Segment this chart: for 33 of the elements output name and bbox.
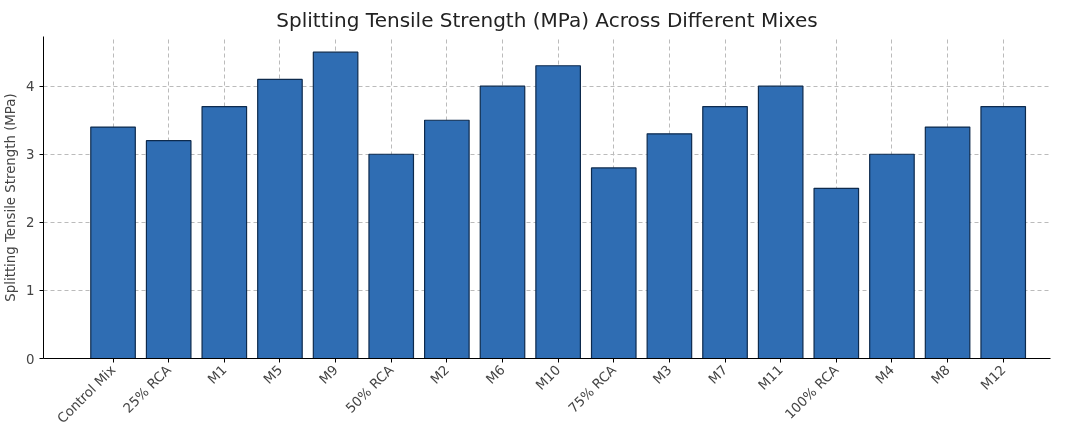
bar (980, 106, 1027, 359)
x-tick-label: M3 (649, 362, 675, 387)
bar (869, 153, 915, 359)
bar (813, 187, 860, 359)
x-tick-label: M4 (872, 362, 898, 387)
y-tick-label: 0 (26, 351, 35, 367)
bar (90, 126, 136, 359)
bar (702, 106, 748, 359)
x-tick-label: M5 (260, 362, 286, 387)
x-tick-label: M8 (928, 362, 953, 387)
bar (424, 119, 470, 359)
bar (924, 126, 971, 359)
y-tick-label: 3 (26, 147, 35, 163)
bar (757, 85, 804, 359)
x-tick-label: M2 (427, 362, 453, 387)
x-tick-label: M1 (204, 362, 230, 387)
x-tick-label: M9 (316, 362, 341, 387)
bar (312, 51, 359, 359)
bar (257, 78, 303, 359)
y-tick-label: 1 (26, 283, 35, 299)
bar (535, 65, 581, 359)
x-tick-label: M7 (705, 362, 731, 387)
bar (590, 167, 637, 359)
y-axis-title: Splitting Tensile Strength (MPa) (3, 93, 19, 302)
x-tick-label: M6 (483, 362, 508, 387)
chart-title: Splitting Tensile Strength (MPa) Across Different Mixes (276, 7, 818, 32)
y-tick-label: 4 (26, 79, 35, 95)
bar (368, 153, 415, 359)
bar (646, 133, 693, 359)
bar (201, 106, 248, 359)
y-tick-label: 2 (26, 215, 35, 231)
bar (479, 85, 526, 359)
bar (145, 140, 192, 359)
